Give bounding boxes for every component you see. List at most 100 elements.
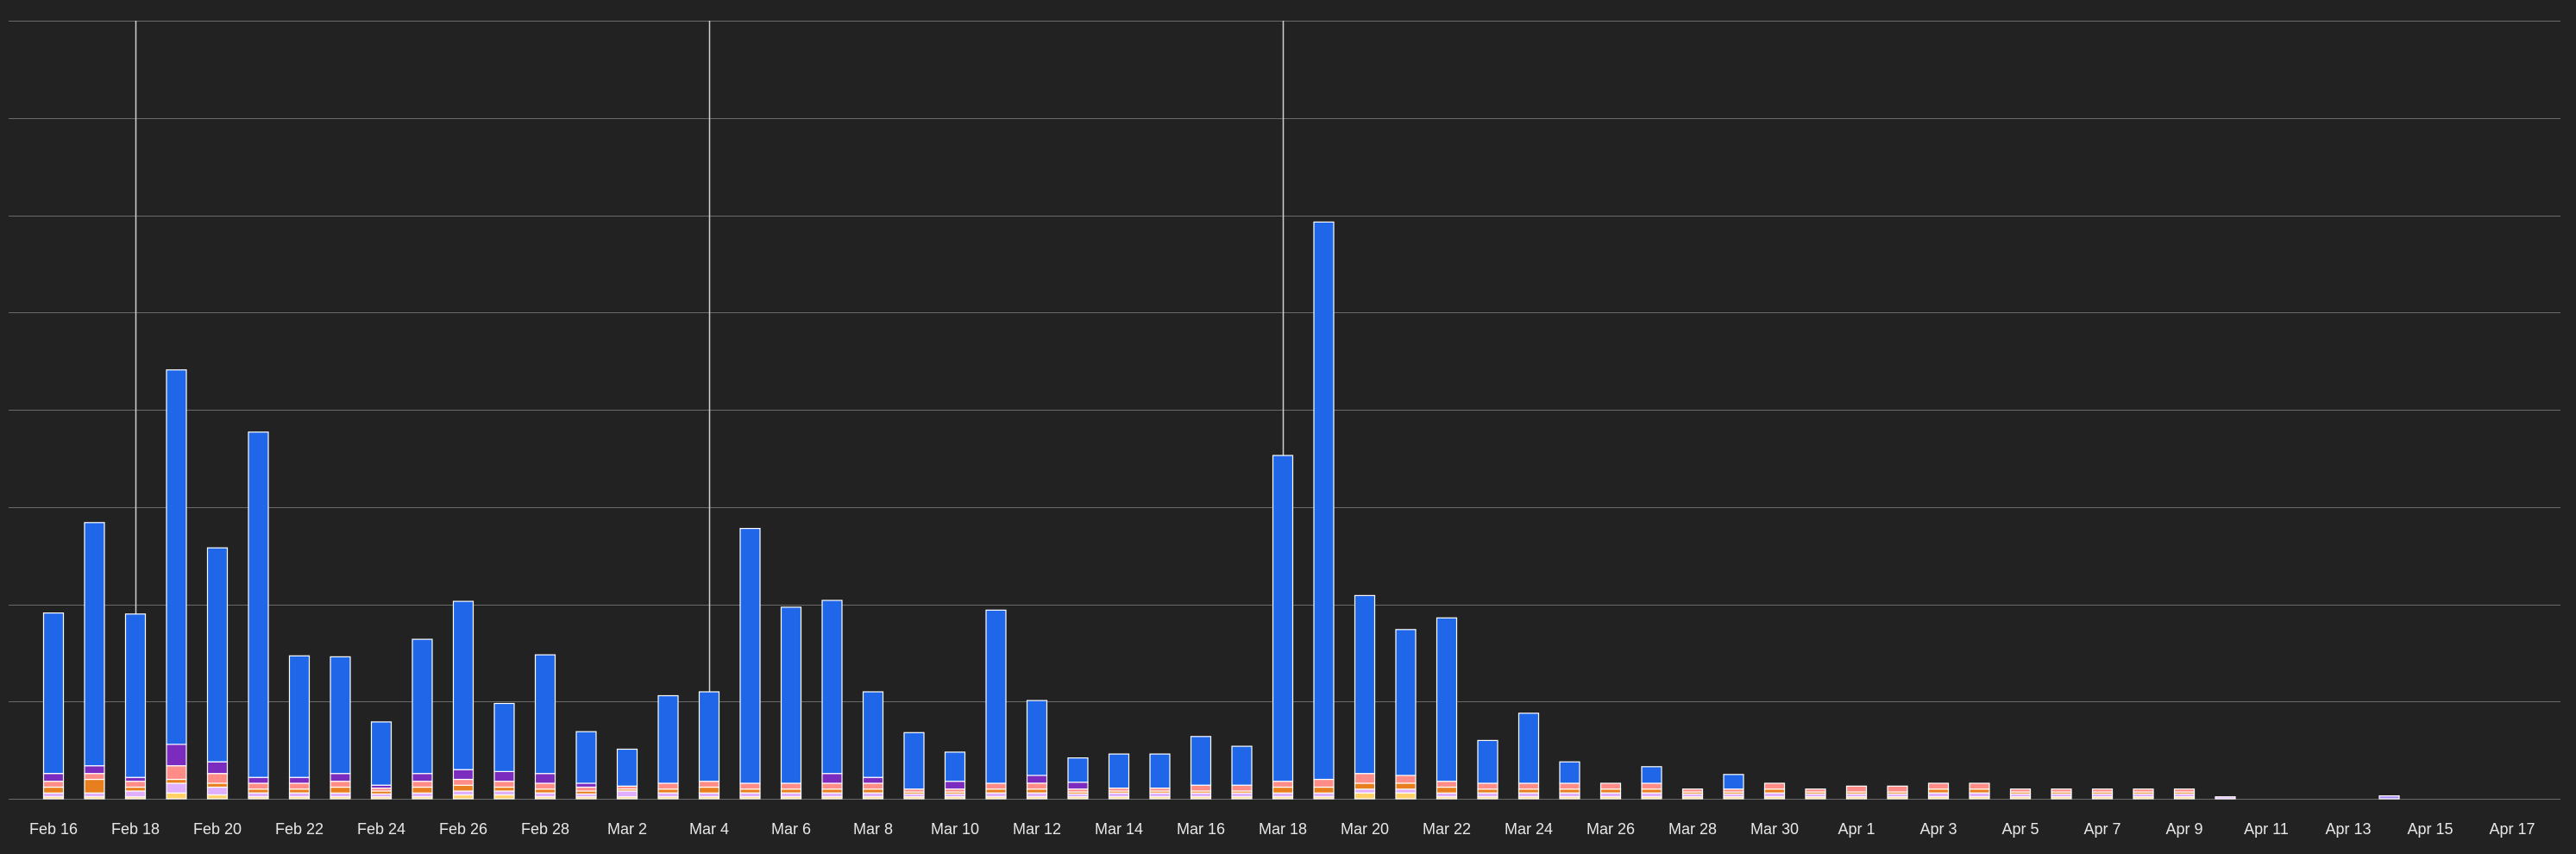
bar-segment [944,781,966,790]
bar-segment [534,782,556,790]
bar-segment [248,782,269,790]
bar-segment [206,794,229,800]
bar-segment [903,732,925,790]
bar-segment [1641,792,1662,798]
bar-stack [2215,796,2236,800]
bar-stack [452,600,474,800]
bar-segment [248,431,269,778]
bar-stack [1805,788,1826,800]
bar-segment [616,748,638,787]
bar-segment [2133,788,2154,793]
bar-segment [84,765,105,775]
bar-segment [288,655,311,778]
bar-segment [1067,757,1089,783]
bar-segment [42,781,65,788]
x-tick-label: Mar 10 [931,820,979,838]
x-tick-label: Mar 14 [1095,820,1143,838]
bar-segment [1190,784,1212,792]
bar-segment [1231,784,1253,792]
x-tick-label: Mar 18 [1259,820,1307,838]
bar-stack [206,547,229,800]
x-tick-label: Feb 16 [29,820,78,838]
bar-segment [330,786,351,794]
bar-segment [1927,792,1950,798]
bar-stack [1763,782,1786,800]
bar-segment [1436,617,1458,782]
x-tick-label: Apr 1 [1838,820,1875,838]
bar-segment [206,761,229,775]
bar-segment [657,782,679,790]
bar-segment [206,773,229,784]
bar-segment [1969,782,1990,790]
bar-segment [1395,792,1417,800]
bar-segment [1559,782,1580,790]
bar-stack [821,600,843,800]
x-tick-label: Apr 5 [2001,820,2039,838]
bar-segment [1149,753,1171,789]
bar-stack [124,613,147,800]
bar-stack [1517,713,1540,800]
bar-stack [1026,700,1048,800]
bar-segment [1354,782,1376,790]
bar-segment [739,527,761,784]
bar-stack [288,655,311,800]
x-tick-label: Feb 28 [521,820,569,838]
bar-stack [1559,761,1580,800]
bar-segment [985,792,1007,798]
bar-segment [2009,788,2032,793]
bar-segment [2051,788,2072,793]
bar-segment [985,782,1007,790]
bar-segment [452,784,474,792]
bar-segment [575,786,597,792]
bar-stack [616,748,638,800]
bar-segment [1026,775,1048,784]
bar-stack [1887,785,1908,800]
bar-segment [698,691,720,782]
bar-segment [84,522,105,767]
bar-segment [1517,792,1540,798]
x-tick-label: Apr 9 [2165,820,2202,838]
bar-segment [616,790,638,798]
bar-stack [698,691,720,800]
bar-segment [452,778,474,786]
bar-segment [821,773,843,784]
bar-segment [493,702,515,773]
x-tick-label: Apr 3 [1919,820,1957,838]
bar-segment [1477,782,1498,790]
bar-segment [1067,782,1089,790]
bar-segment [1641,782,1662,790]
bar-segment [166,782,187,794]
bar-segment [248,776,269,784]
bar-segment [780,782,802,790]
bar-segment [1272,781,1294,788]
bar-segment [862,782,884,790]
bar-segment [166,744,187,767]
bar-segment [1805,788,1826,793]
bar-stack [1599,782,1622,800]
bar-segment [944,751,966,782]
bar-segment [739,792,761,798]
bar-segment [1026,792,1048,798]
bar-stack [1969,782,1990,800]
bar-segment [452,794,474,800]
bar-segment [1927,782,1950,790]
bar-segment [2173,788,2196,793]
bar-segment [42,786,65,794]
bar-segment [42,773,65,782]
bar-segment [412,786,433,794]
bar-segment [1272,786,1294,794]
bar-segment [1641,766,1662,784]
bar-segment [1599,792,1622,798]
grid-lines [9,21,2560,800]
bar-stack [1108,753,1130,800]
bar-segment [1969,792,1990,798]
bar-segment [124,776,147,782]
bar-stack [944,751,966,800]
bar-segment [452,790,474,796]
bar-segment [1763,782,1786,790]
bar-segment [84,778,105,794]
bar-segment [2378,794,2400,800]
bar-segment [575,731,597,784]
bar-stack [248,431,269,800]
